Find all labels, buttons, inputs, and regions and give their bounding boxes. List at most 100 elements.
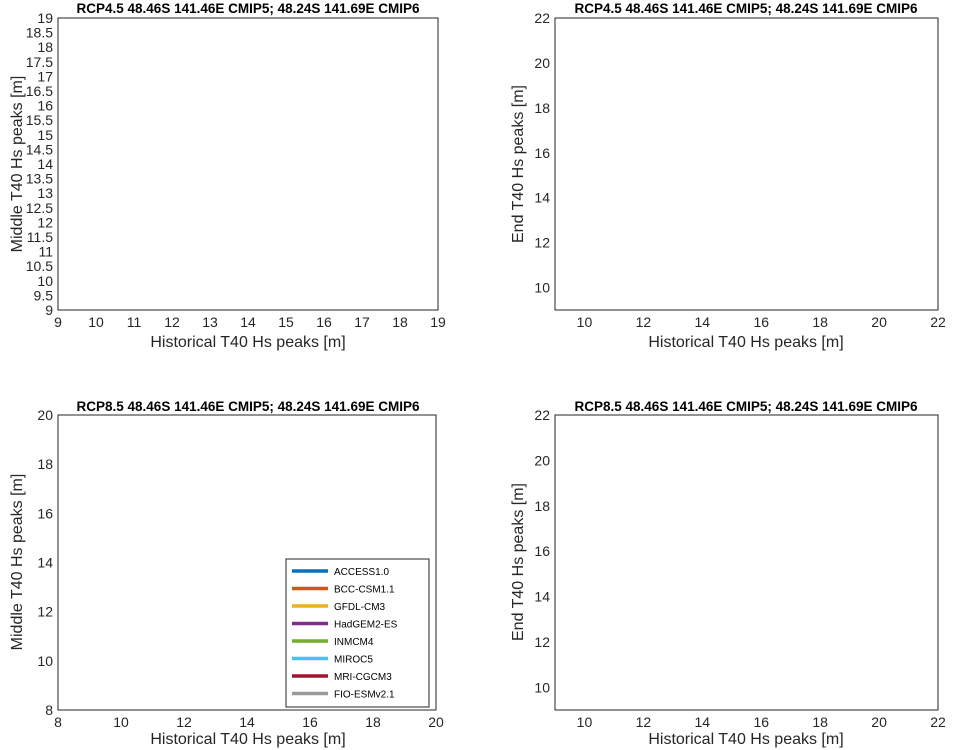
x-tick-label: 22 [930, 714, 946, 730]
y-tick-label: 14 [534, 589, 550, 605]
x-tick-label: 16 [316, 314, 332, 330]
x-tick-label: 14 [239, 714, 255, 730]
y-tick-label: 13.5 [26, 171, 53, 187]
x-tick-label: 16 [753, 714, 769, 730]
subplot-title: RCP4.5 48.46S 141.46E CMIP5; 48.24S 141.… [77, 1, 420, 16]
y-tick-label: 20 [534, 55, 550, 71]
x-tick-label: 12 [164, 314, 180, 330]
x-tick-label: 19 [430, 314, 446, 330]
x-tick-label: 18 [392, 314, 408, 330]
y-tick-label: 18 [37, 456, 53, 472]
legend-entry-label: HadGEM2-ES [334, 620, 398, 631]
y-tick-label: 9.5 [34, 287, 54, 303]
y-tick-label: 17 [37, 68, 53, 84]
y-axis-label: End T40 Hs peaks [m] [510, 85, 527, 243]
subplot-title: RCP8.5 48.46S 141.46E CMIP5; 48.24S 141.… [575, 399, 918, 414]
y-tick-label: 12 [534, 235, 550, 251]
legend-entry-label: MIROC5 [334, 655, 373, 666]
y-tick-label: 12 [37, 214, 53, 230]
x-tick-label: 20 [871, 314, 887, 330]
y-tick-label: 15.5 [26, 112, 53, 128]
subplot-rcp45-middle: 9 10 11 12 13 14 15 16 17 18 1999.51010.51111.5121… [9, 1, 446, 351]
y-tick-label: 19 [37, 10, 53, 26]
subplot-rcp85-end: 10 12 14 16 18 20 22 10 12 14 16 18 20 22 RCP8.5 48.46… [510, 399, 946, 748]
legend-entry-label: MRI-CGCM3 [334, 672, 392, 683]
x-tick-label: 10 [577, 714, 593, 730]
x-tick-label: 14 [695, 714, 711, 730]
y-tick-label: 16.5 [26, 83, 53, 99]
y-tick-label: 20 [534, 452, 550, 468]
y-tick-label: 11.5 [27, 229, 53, 245]
axes-frame [554, 17, 939, 311]
legend-entry-label: INMCM4 [334, 637, 374, 648]
y-tick-label: 18.5 [26, 25, 53, 41]
x-tick-label: 18 [812, 314, 828, 330]
x-tick-label: 22 [930, 314, 946, 330]
y-tick-label: 10 [37, 653, 53, 669]
y-tick-label: 12 [534, 634, 550, 650]
x-tick-label: 18 [812, 714, 828, 730]
legend-entry-label: ACCESS1.0 [334, 567, 389, 578]
x-axis-label: Historical T40 Hs peaks [m] [150, 731, 345, 748]
x-axis-label: Historical T40 Hs peaks [m] [648, 334, 843, 351]
y-tick-label: 10.5 [26, 258, 53, 274]
y-axis-label: Middle T40 Hs peaks [m] [9, 76, 26, 253]
y-tick-label: 22 [534, 407, 550, 423]
x-tick-label: 17 [354, 314, 370, 330]
x-tick-label: 8 [54, 714, 62, 730]
x-tick-label: 16 [753, 314, 769, 330]
legend-entry-label: BCC-CSM1.1 [334, 585, 395, 596]
x-tick-label: 13 [202, 314, 218, 330]
y-tick-label: 16 [37, 505, 53, 521]
x-tick-label: 18 [365, 714, 381, 730]
y-tick-label: 16 [534, 145, 550, 161]
x-tick-label: 11 [127, 314, 142, 330]
subplot-title: RCP4.5 48.46S 141.46E CMIP5; 48.24S 141.… [575, 1, 918, 16]
y-tick-label: 22 [534, 10, 550, 26]
x-tick-label: 9 [54, 314, 62, 330]
x-tick-label: 10 [88, 314, 104, 330]
x-axis-label: Historical T40 Hs peaks [m] [150, 334, 345, 351]
y-tick-label: 9 [45, 302, 53, 318]
y-tick-label: 14.5 [26, 141, 53, 157]
x-tick-label: 10 [577, 314, 593, 330]
y-tick-label: 17.5 [26, 54, 53, 70]
subplot-title: RCP8.5 48.46S 141.46E CMIP5; 48.24S 141.… [77, 399, 420, 414]
x-tick-label: 20 [871, 714, 887, 730]
x-tick-label: 20 [428, 714, 444, 730]
y-tick-label: 18 [534, 100, 550, 116]
x-tick-label: 12 [636, 714, 652, 730]
legend-entry-label: GFDL-CM3 [334, 602, 386, 613]
y-axis-label: End T40 Hs peaks [m] [510, 483, 527, 641]
y-tick-label: 11 [38, 244, 53, 260]
y-tick-label: 8 [45, 702, 53, 718]
x-tick-label: 14 [695, 314, 711, 330]
y-tick-label: 14 [37, 555, 53, 571]
legend-entry-label: FIO-ESMv2.1 [334, 690, 395, 701]
x-tick-label: 12 [176, 714, 192, 730]
legend-box [285, 558, 430, 708]
x-axis-label: Historical T40 Hs peaks [m] [648, 731, 843, 748]
x-tick-label: 12 [636, 314, 652, 330]
y-tick-label: 14 [534, 190, 550, 206]
y-tick-label: 16 [534, 543, 550, 559]
x-tick-label: 14 [240, 314, 256, 330]
y-tick-label: 10 [534, 280, 550, 296]
axes-frame [57, 17, 439, 311]
y-tick-label: 16 [37, 98, 53, 114]
axes-frame [554, 414, 939, 711]
y-tick-label: 18 [37, 39, 53, 55]
y-tick-label: 12.5 [26, 200, 53, 216]
subplot-rcp85-middle: 8 10 12 14 16 18 20 8 10 12 14 16 18 20 ACCESS1.0 BCC-C… [9, 399, 444, 748]
subplot-rcp45-end: 10 12 14 16 18 20 22 10 12 14 16 18 20 22 RCP4.5 48.46… [510, 1, 946, 351]
x-tick-label: 16 [302, 714, 318, 730]
y-tick-label: 12 [37, 604, 53, 620]
x-tick-label: 10 [113, 714, 129, 730]
y-tick-label: 15 [37, 127, 53, 143]
y-tick-label: 18 [534, 498, 550, 514]
y-tick-label: 10 [37, 273, 53, 289]
legend: ACCESS1.0 BCC-CSM1.1 GFDL-CM3 HadGEM2-ES INM… [285, 558, 430, 708]
y-tick-label: 14 [37, 156, 53, 172]
y-tick-label: 13 [37, 185, 53, 201]
